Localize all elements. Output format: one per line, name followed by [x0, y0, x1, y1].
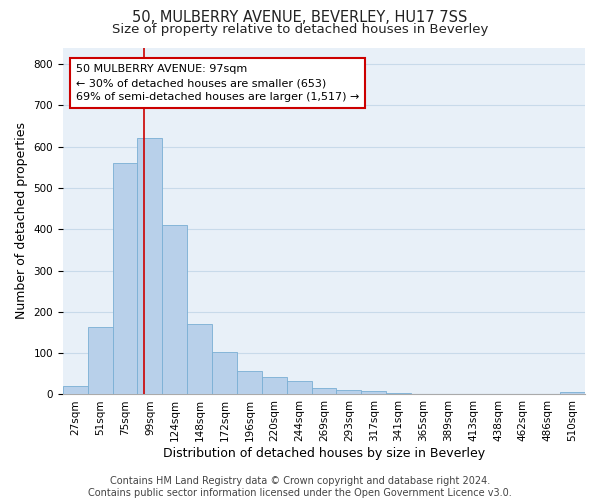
Text: 50 MULBERRY AVENUE: 97sqm
← 30% of detached houses are smaller (653)
69% of semi: 50 MULBERRY AVENUE: 97sqm ← 30% of detac… [76, 64, 359, 102]
Bar [63, 386, 88, 394]
X-axis label: Distribution of detached houses by size in Beverley: Distribution of detached houses by size … [163, 447, 485, 460]
Bar [361, 391, 386, 394]
Text: 50, MULBERRY AVENUE, BEVERLEY, HU17 7SS: 50, MULBERRY AVENUE, BEVERLEY, HU17 7SS [133, 10, 467, 25]
Bar [187, 324, 212, 394]
Bar [262, 376, 287, 394]
Y-axis label: Number of detached properties: Number of detached properties [15, 122, 28, 320]
Bar [113, 163, 137, 394]
Bar [212, 352, 237, 395]
Text: Size of property relative to detached houses in Beverley: Size of property relative to detached ho… [112, 22, 488, 36]
Bar [337, 390, 361, 394]
Bar [386, 393, 411, 394]
Bar [137, 138, 163, 394]
Bar [287, 381, 311, 394]
Text: Contains HM Land Registry data © Crown copyright and database right 2024.
Contai: Contains HM Land Registry data © Crown c… [88, 476, 512, 498]
Bar [163, 225, 187, 394]
Bar [237, 371, 262, 394]
Bar [311, 388, 337, 394]
Bar [88, 327, 113, 394]
Bar [560, 392, 585, 394]
